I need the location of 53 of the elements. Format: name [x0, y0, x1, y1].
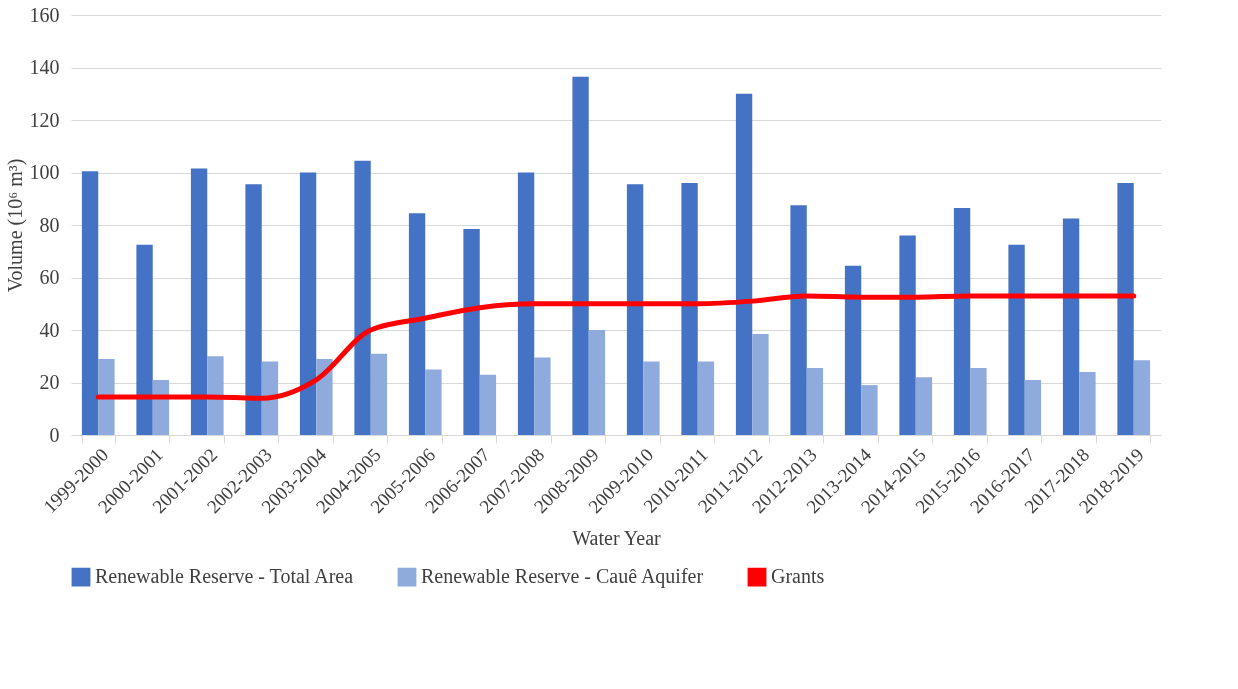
- y-tick-label: 20: [39, 371, 60, 393]
- y-tick-label: 100: [29, 161, 60, 183]
- y-tick-label: 60: [39, 266, 60, 288]
- bar: [697, 361, 715, 435]
- legend-label: Grants: [771, 565, 825, 588]
- bar: [806, 368, 824, 435]
- y-tick-label: 80: [39, 213, 60, 236]
- bar: [517, 172, 535, 435]
- bar: [408, 213, 426, 435]
- bar: [1062, 218, 1080, 435]
- bar: [899, 235, 916, 435]
- bar: [643, 361, 660, 435]
- bar: [207, 356, 224, 435]
- bar: [425, 369, 442, 435]
- bar: [479, 374, 497, 435]
- y-tick-label: 120: [29, 108, 60, 131]
- bar: [370, 353, 388, 435]
- bar: [98, 358, 115, 435]
- bar: [1079, 372, 1096, 435]
- bar: [970, 368, 987, 435]
- bar: [915, 377, 933, 435]
- bar: [681, 183, 698, 435]
- bar: [1024, 379, 1042, 435]
- bar: [752, 333, 769, 435]
- bar: [1133, 360, 1151, 435]
- bar: [190, 168, 208, 435]
- bar: [136, 244, 153, 435]
- bar: [626, 184, 644, 435]
- bar: [316, 358, 333, 435]
- y-tick-label: 160: [29, 3, 60, 26]
- bar: [463, 228, 480, 435]
- bar: [354, 160, 371, 435]
- y-tick-label: 0: [49, 423, 60, 446]
- bar: [1117, 183, 1134, 435]
- bar: [1008, 244, 1025, 435]
- bar: [861, 385, 878, 435]
- y-axis-title: Volume (10⁶ m³): [3, 158, 27, 293]
- bar: [245, 184, 262, 435]
- legend-label: Renewable Reserve - Cauê Aquifer: [421, 565, 704, 589]
- bar: [572, 76, 589, 435]
- legend-label: Renewable Reserve - Total Area: [95, 565, 354, 588]
- bar: [735, 93, 753, 435]
- x-axis-title: Water Year: [572, 527, 662, 550]
- bar: [953, 207, 971, 435]
- y-tick-label: 40: [39, 318, 60, 341]
- bar: [844, 265, 862, 435]
- bar: [81, 171, 99, 435]
- y-tick-label: 140: [29, 56, 60, 78]
- bar: [790, 205, 807, 435]
- bar: [588, 330, 606, 435]
- bar: [534, 357, 551, 435]
- bar: [261, 361, 279, 435]
- bar: [299, 172, 317, 435]
